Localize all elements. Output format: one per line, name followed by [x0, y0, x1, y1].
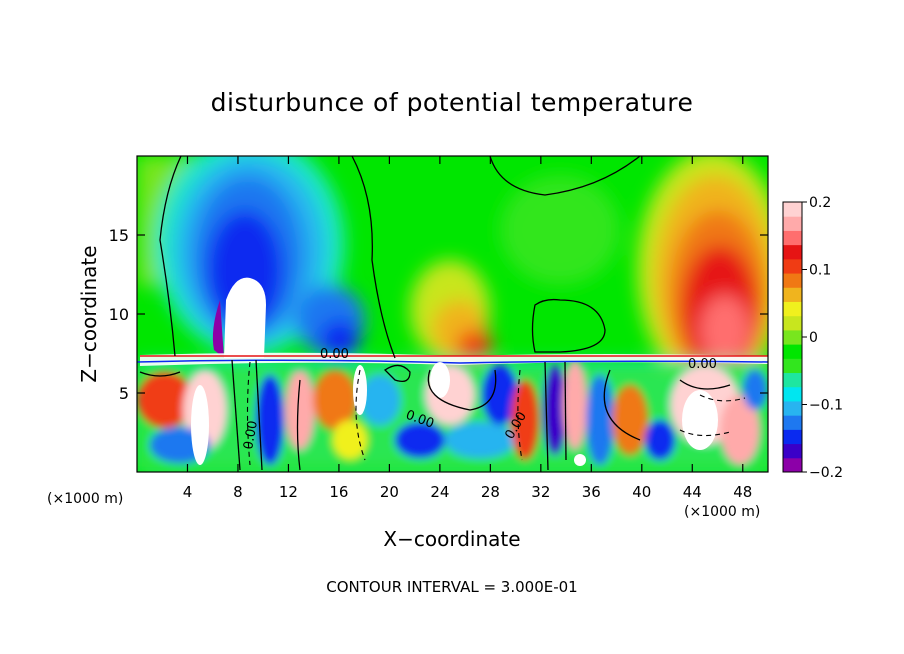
- y-tick-label: 15: [109, 226, 129, 245]
- chart-title: disturbunce of potential temperature: [211, 88, 694, 117]
- x-axis-label: X−coordinate: [383, 527, 520, 551]
- colorbar-swatch: [783, 244, 802, 260]
- x-tick-label: 12: [279, 483, 298, 501]
- contour-interval-note: CONTOUR INTERVAL = 3.000E-01: [326, 578, 577, 596]
- colorbar-swatch: [783, 400, 802, 416]
- colorbar-swatch: [783, 344, 802, 359]
- x-tick-label: 24: [430, 483, 449, 501]
- x-tick-label: 32: [531, 483, 550, 501]
- colorbar-swatch: [783, 429, 802, 445]
- colorbar-swatch: [783, 230, 802, 246]
- heatmap-field: [137, 156, 768, 472]
- colorbar-tick-label: −0.1: [809, 398, 843, 414]
- colorbar-swatch: [783, 457, 802, 473]
- x-tick-label: 28: [481, 483, 500, 501]
- colorbar-tick-label: −0.2: [809, 465, 843, 481]
- colorbar-swatch: [783, 358, 802, 374]
- x-tick-label: 8: [233, 483, 243, 501]
- colorbar-labels: 0.2 0.1 0 −0.1 −0.2: [802, 195, 843, 481]
- colorbar-swatch: [783, 315, 802, 331]
- contour-label: 0.00: [688, 357, 717, 372]
- x-axis: 4 8 12 16 20 24 28 32 36 40 44 48: [183, 156, 752, 501]
- y-tick-label: 5: [119, 384, 129, 403]
- x-unit-left: (×1000 m): [47, 491, 123, 507]
- y-axis: 5 10 15: [109, 226, 768, 403]
- x-tick-label: 20: [380, 483, 399, 501]
- colorbar-swatch: [783, 301, 802, 317]
- x-tick-label: 44: [683, 483, 702, 501]
- colorbar-swatch: [783, 329, 802, 345]
- colorbar-swatch: [783, 273, 802, 288]
- x-tick-label: 48: [733, 483, 752, 501]
- x-tick-label: 16: [329, 483, 348, 501]
- y-axis-label: Z−coordinate: [77, 245, 101, 382]
- y-tick-label: 10: [109, 305, 129, 324]
- colorbar-swatch: [783, 415, 802, 430]
- colorbar-swatch: [783, 443, 802, 459]
- x-tick-label: 40: [632, 483, 651, 501]
- colorbar: [782, 201, 803, 473]
- x-tick-label: 36: [582, 483, 601, 501]
- colorbar-swatch: [783, 258, 802, 274]
- contour-label: 0.00: [241, 420, 261, 451]
- colorbar-swatch: [783, 372, 802, 388]
- colorbar-swatch: [783, 386, 802, 402]
- colorbar-tick-label: 0.1: [809, 263, 831, 279]
- colorbar-swatch: [783, 216, 802, 231]
- colorbar-swatch: [783, 287, 802, 302]
- colorbar-tick-label: 0: [809, 330, 818, 346]
- x-tick-label: 4: [183, 483, 193, 501]
- colorbar-tick-label: 0.2: [809, 195, 831, 211]
- contour-label: 0.00: [320, 347, 349, 362]
- colorbar-swatch: [783, 202, 802, 217]
- x-unit-right: (×1000 m): [684, 504, 760, 520]
